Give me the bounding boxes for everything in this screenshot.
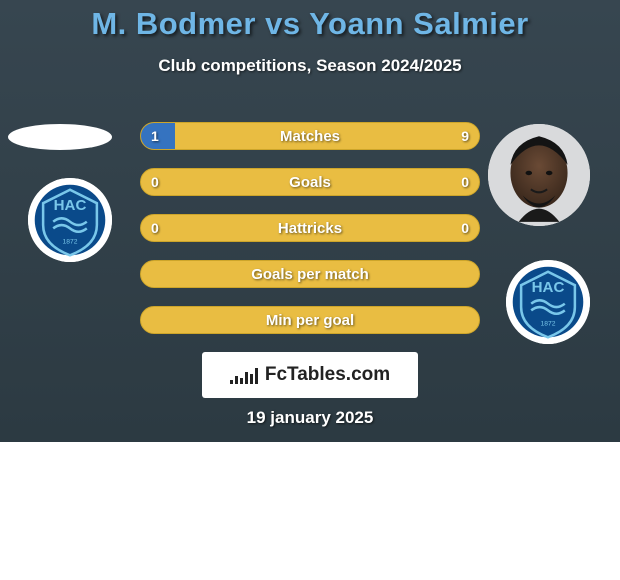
stat-label: Goals (141, 169, 479, 195)
fctables-logo: FcTables.com (202, 352, 418, 398)
stat-label: Goals per match (141, 261, 479, 287)
snapshot-date: 19 january 2025 (0, 408, 620, 428)
stat-row: Matches19 (140, 122, 480, 150)
stat-label: Hattricks (141, 215, 479, 241)
stat-label: Min per goal (141, 307, 479, 333)
stat-value-player2: 0 (461, 215, 469, 241)
player1-club-crest: HAC 1872 (28, 178, 112, 262)
stat-row: Hattricks0 0 (140, 214, 480, 242)
logo-text: FcTables.com (265, 364, 390, 386)
stat-rows: Matches19Goals00Hattricks00Goals per mat… (140, 122, 480, 352)
stat-value-player2: 0 (461, 169, 469, 195)
logo-bars-icon (230, 366, 258, 384)
svg-text:HAC: HAC (532, 279, 565, 296)
player2-club-crest: HAC 1872 (506, 260, 590, 344)
stat-row: Goals per match (140, 260, 480, 288)
svg-text:1872: 1872 (541, 321, 556, 328)
svg-text:HAC: HAC (54, 197, 87, 214)
player2-avatar (488, 124, 590, 226)
svg-text:1872: 1872 (63, 239, 78, 246)
stat-row: Goals0 0 (140, 168, 480, 196)
page-title: M. Bodmer vs Yoann Salmier (0, 0, 620, 42)
stat-value-player2: 9 (461, 123, 469, 149)
stat-value-player1: 0 (151, 169, 159, 195)
stat-fill-player2 (175, 123, 479, 149)
comparison-card: M. Bodmer vs Yoann Salmier Club competit… (0, 0, 620, 442)
stat-row: Min per goal (140, 306, 480, 334)
subtitle: Club competitions, Season 2024/2025 (0, 56, 620, 76)
player1-avatar (8, 124, 112, 150)
stat-value-player1: 1 (151, 123, 159, 149)
stat-value-player1: 0 (151, 215, 159, 241)
